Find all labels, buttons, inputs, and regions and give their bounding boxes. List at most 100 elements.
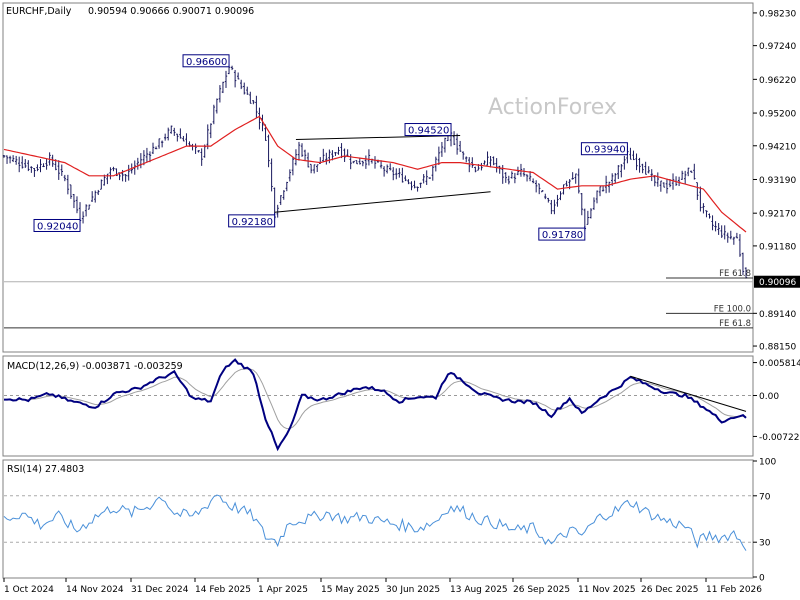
price-bar <box>553 199 556 215</box>
price-bar <box>534 180 538 193</box>
macd-layer <box>4 358 753 452</box>
macd-line <box>4 358 747 452</box>
price-bar <box>252 100 255 105</box>
price-bar <box>42 163 45 168</box>
rsi-layer <box>3 494 753 551</box>
price-bar <box>410 181 413 191</box>
price-bar <box>352 160 355 164</box>
price-bar <box>580 193 583 216</box>
price-bar <box>322 148 325 163</box>
price-bar <box>36 164 39 172</box>
triangle-lower-trendline <box>274 191 491 213</box>
price-tick-label: 0.94210 <box>759 142 796 152</box>
price-bar <box>63 174 67 182</box>
price-bar <box>309 163 313 174</box>
price-bar <box>218 85 222 103</box>
price-bar <box>638 157 641 173</box>
price-bar <box>443 137 447 153</box>
moving-average-line <box>3 115 747 233</box>
price-bar <box>562 184 565 195</box>
price-bar <box>389 163 392 171</box>
price-bar <box>559 191 562 201</box>
price-bar <box>288 169 292 182</box>
price-bar <box>607 181 611 193</box>
price-bar <box>571 172 574 180</box>
price-bar <box>659 180 663 192</box>
price-pane-frame <box>2 2 754 353</box>
price-bar <box>650 169 653 182</box>
price-bar <box>647 166 650 174</box>
price-bar <box>325 152 328 165</box>
price-bar <box>455 133 459 155</box>
price-label-text: 0.96600 <box>186 57 227 68</box>
price-bar <box>51 154 54 167</box>
price-bar <box>154 146 158 150</box>
price-bar <box>428 177 431 179</box>
price-bar <box>620 163 623 178</box>
price-tick-label: 0.93190 <box>759 176 796 186</box>
price-label-text: 0.93940 <box>584 145 625 156</box>
price-bar <box>148 151 152 163</box>
price-bar <box>683 170 687 185</box>
price-bar <box>729 230 732 240</box>
price-bar <box>711 215 714 231</box>
price-bar <box>598 186 602 197</box>
price-bar <box>151 142 155 155</box>
price-bar <box>160 140 164 148</box>
price-bar <box>577 168 580 194</box>
price-label: 0.96600 <box>182 54 230 68</box>
price-bar <box>215 98 219 114</box>
price-bar <box>18 156 21 173</box>
price-bar <box>550 199 553 215</box>
price-bar <box>124 174 127 182</box>
price-bar <box>331 150 334 161</box>
price-layer: 0.96600 0.92040 0.92180 0.94520 0.93940 0.917… <box>2 54 753 329</box>
price-bar <box>167 127 170 141</box>
price-bar <box>492 156 495 166</box>
price-bar <box>209 123 212 139</box>
price-bar <box>337 146 340 155</box>
price-bar <box>483 160 486 165</box>
price-bar <box>544 193 547 200</box>
price-bar <box>306 152 310 168</box>
price-bar <box>687 167 690 177</box>
price-bar <box>136 157 140 170</box>
price-bar <box>233 69 237 88</box>
price-bar <box>60 164 63 176</box>
price-bar <box>693 163 696 180</box>
price-bar <box>90 191 94 202</box>
date-tick-label: 11 Nov 2025 <box>578 585 636 595</box>
price-bar <box>437 146 441 165</box>
price-bar <box>343 148 346 162</box>
price-tick-label: 0.89140 <box>759 310 796 320</box>
price-bar <box>723 225 726 240</box>
price-bar <box>547 197 550 203</box>
price-bar <box>267 134 270 168</box>
price-bar <box>97 189 100 196</box>
price-bar <box>255 95 258 119</box>
price-label: 0.91780 <box>538 226 586 241</box>
price-bar <box>474 166 477 173</box>
price-bar <box>422 174 425 184</box>
price-tick-label: 0.88150 <box>759 343 796 353</box>
price-bar <box>690 170 693 173</box>
price-bar <box>641 163 644 174</box>
fe-annotation: FE 61.8 <box>4 319 753 329</box>
price-bar <box>735 232 739 239</box>
price-bar <box>285 181 289 192</box>
price-bar <box>72 193 76 209</box>
price-bar <box>556 194 559 207</box>
price-bar <box>632 150 635 161</box>
price-bar <box>538 183 541 195</box>
price-bar <box>81 211 85 224</box>
price-bar <box>531 178 535 184</box>
price-bar <box>270 158 273 192</box>
price-bar <box>726 232 729 243</box>
price-bar <box>2 154 6 158</box>
price-bar <box>601 185 605 192</box>
price-bar <box>75 196 79 214</box>
price-bar <box>498 165 501 174</box>
price-bar <box>595 190 599 204</box>
price-bar <box>489 156 492 168</box>
price-bar <box>27 160 30 172</box>
